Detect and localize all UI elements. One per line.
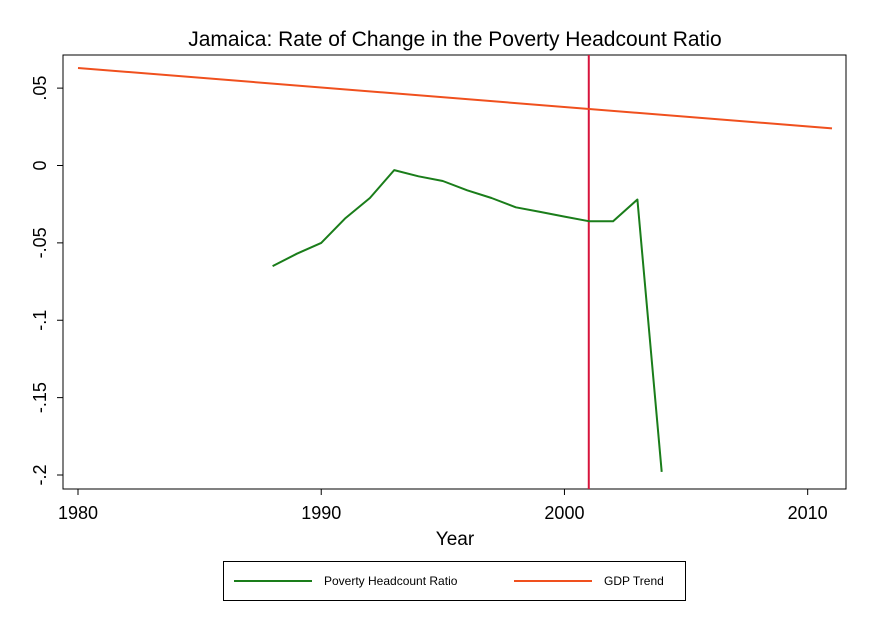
y-tick-label: -.1 (30, 310, 50, 331)
y-tick-label: -.05 (30, 227, 50, 258)
x-axis-label: Year (436, 529, 475, 550)
chart-title: Jamaica: Rate of Change in the Poverty H… (188, 28, 721, 51)
y-tick-label: -.2 (30, 464, 50, 485)
legend: Poverty Headcount Ratio GDP Trend (223, 561, 686, 601)
x-tick-label: 2010 (788, 503, 828, 523)
x-axis: 1980 1990 2000 2010 (58, 489, 828, 523)
y-tick-label: 0 (30, 160, 50, 170)
legend-swatch-gdp-trend (514, 580, 592, 582)
gdp-trend-line (77, 67, 833, 130)
y-tick-label: .05 (30, 76, 50, 101)
y-axis: .05 0 -.05 -.1 -.15 -.2 (30, 76, 63, 486)
y-tick-label: -.15 (30, 382, 50, 413)
x-tick-label: 1990 (301, 503, 341, 523)
legend-swatch-poverty (234, 580, 312, 582)
legend-label-poverty: Poverty Headcount Ratio (324, 574, 458, 588)
poverty-headcount-line (272, 169, 663, 472)
legend-item-gdp-trend: GDP Trend (514, 562, 664, 600)
legend-item-poverty: Poverty Headcount Ratio (234, 562, 457, 600)
legend-label-gdp-trend: GDP Trend (604, 574, 664, 588)
x-tick-label: 1980 (58, 503, 98, 523)
plot-area (62, 54, 847, 490)
series-group (77, 67, 833, 472)
x-tick-label: 2000 (544, 503, 584, 523)
